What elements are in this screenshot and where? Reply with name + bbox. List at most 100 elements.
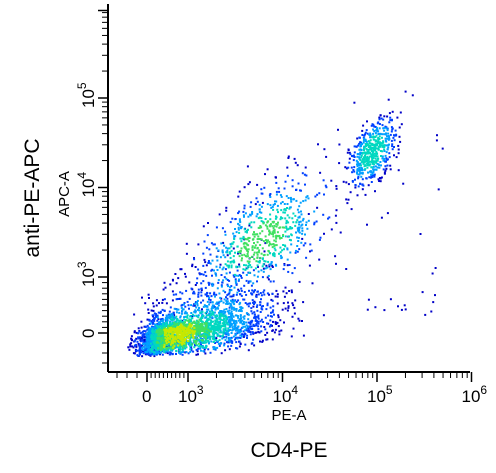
event-dot xyxy=(301,237,304,240)
event-dot xyxy=(248,181,251,184)
event-dot xyxy=(194,330,197,333)
event-dot xyxy=(228,251,231,254)
event-dot xyxy=(283,321,285,324)
event-dot xyxy=(229,221,232,224)
event-dot xyxy=(219,330,222,332)
event-dot xyxy=(271,231,274,234)
event-dot xyxy=(283,264,286,266)
event-dot xyxy=(258,211,261,214)
event-dot xyxy=(346,202,349,205)
event-dot xyxy=(276,321,279,324)
event-dot xyxy=(191,343,194,346)
event-dot xyxy=(208,313,211,316)
event-dot xyxy=(217,340,219,343)
event-dot xyxy=(156,352,158,355)
event-dot xyxy=(260,325,263,328)
event-dot xyxy=(384,154,387,157)
event-dot xyxy=(186,340,189,342)
event-dot xyxy=(250,201,253,204)
event-dot xyxy=(175,320,178,323)
event-dot xyxy=(158,328,161,330)
event-dot xyxy=(290,243,293,246)
event-dot xyxy=(298,231,301,234)
event-dot xyxy=(375,144,378,147)
event-dot xyxy=(227,345,230,348)
event-dot xyxy=(383,171,386,174)
event-dot xyxy=(235,321,238,324)
event-dot xyxy=(358,157,361,160)
event-dot xyxy=(171,278,174,281)
event-dot xyxy=(188,297,191,300)
event-dot xyxy=(390,126,393,129)
event-dot xyxy=(385,144,388,147)
event-dot xyxy=(261,276,264,279)
event-dot xyxy=(152,309,155,312)
event-dot xyxy=(219,263,222,266)
event-dot xyxy=(206,319,209,321)
event-dot xyxy=(164,336,167,339)
event-dot xyxy=(250,310,253,313)
event-dot xyxy=(246,253,249,255)
event-dot xyxy=(330,179,333,182)
event-dot xyxy=(180,323,183,326)
event-dot xyxy=(367,149,370,152)
event-dot xyxy=(273,331,276,334)
event-dot xyxy=(228,288,231,291)
event-dot xyxy=(178,349,181,352)
event-dot xyxy=(178,329,181,332)
event-dot xyxy=(165,333,168,336)
event-dot xyxy=(197,342,200,345)
event-dot xyxy=(157,333,160,336)
event-dot xyxy=(198,329,200,332)
event-dot xyxy=(246,337,248,339)
event-dot xyxy=(179,341,182,344)
event-dot xyxy=(305,256,308,259)
event-dot xyxy=(290,200,293,203)
event-dot xyxy=(148,318,151,321)
event-dot xyxy=(241,319,244,322)
event-dot xyxy=(252,323,255,326)
event-dot xyxy=(247,321,250,324)
event-dot xyxy=(268,233,271,236)
event-dot xyxy=(359,153,361,156)
event-dot xyxy=(365,177,368,180)
event-dot xyxy=(283,203,286,205)
event-dot xyxy=(181,330,184,333)
event-dot xyxy=(225,329,228,332)
event-dot xyxy=(195,336,198,339)
event-dot xyxy=(156,329,158,332)
event-dot xyxy=(174,273,177,275)
event-dot xyxy=(151,348,154,351)
event-dot xyxy=(154,353,157,356)
event-dot xyxy=(147,293,150,296)
event-dot xyxy=(189,345,192,348)
event-dot xyxy=(182,339,185,342)
event-dot xyxy=(302,244,305,247)
event-dot xyxy=(289,251,292,254)
event-dot xyxy=(269,232,271,235)
event-dot xyxy=(270,206,273,209)
event-dot xyxy=(262,270,265,273)
event-dot xyxy=(228,316,231,318)
event-dot xyxy=(187,320,190,322)
event-dot xyxy=(193,339,196,342)
event-dot xyxy=(275,234,278,237)
event-dot xyxy=(173,307,176,310)
event-dot xyxy=(293,306,296,309)
event-dot xyxy=(147,342,150,345)
event-dot xyxy=(170,335,173,338)
event-dot xyxy=(184,325,187,328)
event-dot xyxy=(171,322,174,325)
event-dot xyxy=(269,315,272,318)
event-dot xyxy=(246,165,249,168)
event-dot xyxy=(154,348,157,351)
event-dot xyxy=(274,263,277,266)
event-dot xyxy=(195,326,198,329)
event-dot xyxy=(253,303,255,305)
event-dot xyxy=(364,164,367,167)
event-dot xyxy=(397,148,400,151)
event-dot xyxy=(266,276,269,279)
event-dot xyxy=(242,271,245,274)
event-dot xyxy=(250,266,253,269)
event-dot xyxy=(281,226,284,229)
